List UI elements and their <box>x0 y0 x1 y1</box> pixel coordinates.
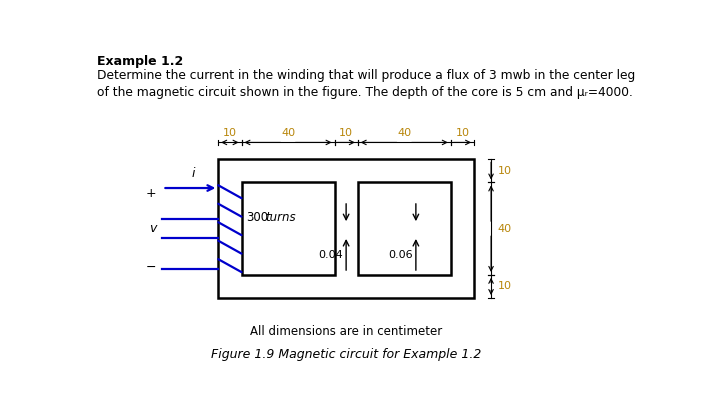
Text: −: − <box>146 261 156 274</box>
Text: +: + <box>145 187 156 200</box>
Text: 40: 40 <box>397 128 411 138</box>
Text: 10: 10 <box>339 128 353 138</box>
Text: v: v <box>149 222 156 235</box>
Text: Example 1.2: Example 1.2 <box>97 55 183 68</box>
Text: 40: 40 <box>497 224 512 234</box>
Text: 10: 10 <box>223 128 237 138</box>
Text: 300: 300 <box>246 211 268 224</box>
Text: 40: 40 <box>281 128 295 138</box>
Text: turns: turns <box>265 211 296 224</box>
Text: Figure 1.9 Magnetic circuit for Example 1.2: Figure 1.9 Magnetic circuit for Example … <box>211 348 482 361</box>
Text: 0.06: 0.06 <box>388 249 413 259</box>
Text: 10: 10 <box>497 281 511 291</box>
Bar <box>241 183 335 275</box>
Text: 10: 10 <box>497 166 511 176</box>
Text: 0.04: 0.04 <box>318 249 343 259</box>
Text: i: i <box>192 167 195 180</box>
Text: Determine the current in the winding that will produce a flux of 3 mwb in the ce: Determine the current in the winding tha… <box>97 69 635 99</box>
Bar <box>218 159 474 298</box>
Bar <box>358 183 450 275</box>
Text: 10: 10 <box>455 128 469 138</box>
Text: All dimensions are in centimeter: All dimensions are in centimeter <box>250 324 442 338</box>
